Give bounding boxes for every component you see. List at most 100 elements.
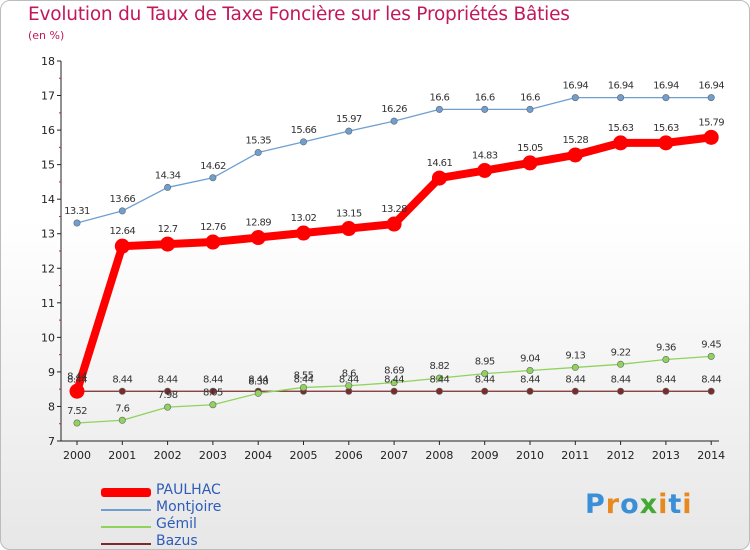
- legend-swatch-bazus: [101, 543, 151, 545]
- data-label-paulhac: 13.28: [381, 204, 407, 215]
- data-point-montjoire: [662, 94, 670, 102]
- data-point-paulhac: [69, 383, 85, 399]
- data-point-montjoire: [345, 127, 353, 135]
- data-label-bazus: 8.44: [429, 374, 449, 385]
- data-label-paulhac: 12.7: [158, 224, 178, 235]
- data-label-montjoire: 13.31: [64, 206, 90, 217]
- data-label-bazus: 8.44: [112, 374, 132, 385]
- data-label-montjoire: 13.66: [109, 194, 135, 205]
- data-label-paulhac: 12.89: [245, 218, 271, 229]
- data-label-gemil: 9.36: [656, 342, 676, 353]
- series-paulhac: [69, 129, 719, 399]
- data-point-gemil: [209, 401, 217, 409]
- x-tick-label: 2001: [108, 449, 136, 462]
- data-label-gemil: 7.98: [158, 390, 178, 401]
- data-label-paulhac: 14.61: [427, 158, 453, 169]
- data-label-montjoire: 16.6: [475, 92, 495, 103]
- data-label-gemil: 8.69: [384, 366, 404, 377]
- y-tick-label: 9: [48, 366, 55, 379]
- data-point-paulhac: [522, 155, 538, 171]
- data-label-gemil: 8.6: [342, 369, 356, 380]
- data-label-montjoire: 15.66: [291, 125, 317, 136]
- data-point-gemil: [707, 352, 715, 360]
- data-point-bazus: [481, 387, 489, 395]
- data-point-paulhac: [567, 147, 583, 163]
- legend-swatch-gemil: [101, 526, 151, 528]
- x-tick-label: 2000: [63, 449, 91, 462]
- data-point-gemil: [617, 360, 625, 368]
- data-point-gemil: [390, 379, 398, 387]
- data-label-bazus: 8.44: [339, 374, 359, 385]
- y-tick-label: 17: [41, 90, 55, 103]
- data-label-gemil: 8.82: [429, 361, 449, 372]
- data-label-montjoire: 16.94: [653, 81, 679, 92]
- y-tick-label: 10: [41, 331, 55, 344]
- data-label-bazus: 8.44: [475, 374, 495, 385]
- legend-swatch-montjoire: [101, 509, 151, 511]
- data-point-gemil: [299, 383, 307, 391]
- data-point-gemil: [435, 374, 443, 382]
- logo-letter: t: [668, 489, 683, 520]
- y-tick-label: 18: [41, 55, 55, 68]
- data-point-montjoire: [254, 149, 262, 157]
- data-point-paulhac: [613, 135, 629, 151]
- x-tick-label: 2014: [697, 449, 725, 462]
- data-point-paulhac: [431, 170, 447, 186]
- data-label-montjoire: 14.62: [200, 161, 226, 172]
- data-label-gemil: 8.95: [475, 357, 495, 368]
- data-point-bazus: [164, 387, 172, 395]
- legend-label-gemil: Gémil: [156, 516, 197, 532]
- data-label-paulhac: 12.64: [109, 226, 135, 237]
- x-tick-label: 2008: [425, 449, 453, 462]
- data-point-bazus: [435, 387, 443, 395]
- data-label-bazus: 8.44: [248, 374, 268, 385]
- data-point-montjoire: [209, 174, 217, 182]
- data-label-montjoire: 16.6: [520, 92, 540, 103]
- series-layer: [69, 94, 719, 427]
- data-label-bazus: 8.44: [611, 374, 631, 385]
- data-point-paulhac: [296, 225, 311, 241]
- data-label-gemil: 8.38: [248, 376, 268, 387]
- data-point-montjoire: [526, 105, 534, 113]
- logo-letter: x: [639, 489, 659, 520]
- data-point-gemil: [571, 363, 579, 371]
- x-tick-label: 2003: [199, 449, 227, 462]
- x-tick-label: 2007: [380, 449, 408, 462]
- data-label-bazus: 8.44: [203, 374, 223, 385]
- data-point-paulhac: [703, 129, 719, 145]
- legend-label-paulhac: PAULHAC: [156, 482, 221, 498]
- data-point-montjoire: [299, 138, 307, 146]
- x-tick-label: 2002: [154, 449, 182, 462]
- data-point-gemil: [526, 367, 534, 375]
- series-gemil: [73, 352, 715, 427]
- axes: 7 8 9 10 11 12 13 14 15 16 17 18 2000 2001 2002 2003 200…: [41, 55, 725, 462]
- data-point-gemil: [254, 389, 262, 397]
- data-point-bazus: [526, 387, 534, 395]
- data-label-gemil: 8.05: [203, 388, 223, 399]
- y-tick-label: 15: [41, 159, 55, 172]
- data-point-bazus: [209, 387, 217, 395]
- data-point-montjoire: [707, 94, 715, 102]
- data-point-bazus: [571, 387, 579, 395]
- data-label-paulhac: 15.63: [653, 123, 679, 134]
- data-point-gemil: [73, 419, 81, 427]
- logo-letter: i: [658, 489, 669, 520]
- data-label-gemil: 9.13: [565, 350, 585, 361]
- data-label-montjoire: 16.94: [562, 81, 588, 92]
- data-label-bazus: 8.44: [656, 374, 676, 385]
- data-label-bazus: 8.44: [701, 374, 721, 385]
- data-label-montjoire: 15.35: [245, 136, 271, 147]
- x-tick-label: 2012: [607, 449, 635, 462]
- y-tick-label: 14: [41, 193, 55, 206]
- data-label-gemil: 9.04: [520, 354, 540, 365]
- data-label-paulhac: 13.15: [336, 209, 362, 220]
- data-point-gemil: [662, 355, 670, 363]
- data-point-bazus: [707, 387, 715, 395]
- y-tick-label: 12: [41, 262, 55, 275]
- logo-letter: P: [585, 489, 606, 520]
- line-chart: 7 8 9 10 11 12 13 14 15 16 17 18 2000 2001 2002 2003 200…: [41, 55, 725, 462]
- data-label-bazus: 8.44: [67, 374, 87, 385]
- data-label-paulhac: 14.83: [472, 151, 498, 162]
- data-point-montjoire: [73, 219, 81, 227]
